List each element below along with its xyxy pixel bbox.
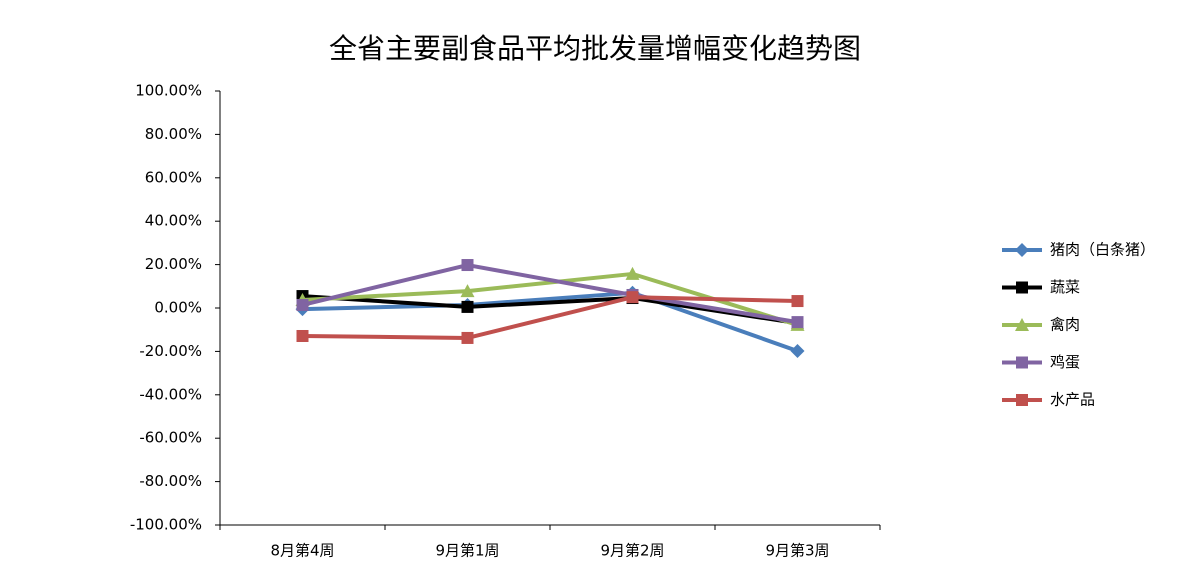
legend-marker: [1016, 356, 1028, 369]
series-line: [302, 294, 798, 326]
chart-title: 全省主要副食品平均批发量增幅变化趋势图: [329, 32, 861, 65]
point-marker: [296, 298, 309, 311]
y-tick-label: 60.00%: [145, 168, 202, 186]
point-marker: [461, 331, 474, 344]
series-line: [302, 290, 799, 353]
legend-marker: [1015, 243, 1029, 257]
series-line: [302, 263, 798, 325]
y-tick-label: -40.00%: [139, 385, 202, 403]
point-marker: [461, 300, 474, 313]
point-marker: [790, 343, 805, 358]
point-marker: [460, 284, 475, 298]
y-tick-label: -60.00%: [139, 429, 202, 447]
legend-label: 禽肉: [1050, 316, 1080, 334]
point-marker: [791, 316, 804, 329]
x-tick-label: 8月第4周: [270, 542, 334, 560]
y-tick-label: 40.00%: [145, 212, 202, 230]
y-tick-label: -100.00%: [130, 516, 202, 534]
point-marker: [625, 266, 640, 280]
legend-label: 蔬菜: [1050, 278, 1080, 296]
legend-label: 猪肉（白条猪）: [1050, 241, 1155, 259]
x-tick-label: 9月第1周: [435, 542, 499, 560]
point-marker: [791, 295, 804, 308]
point-marker: [626, 291, 639, 304]
y-tick-label: -80.00%: [139, 472, 202, 490]
legend-marker: [1015, 318, 1029, 331]
x-tick-label: 9月第2周: [600, 542, 664, 560]
x-tick-label: 9月第3周: [765, 542, 829, 560]
legend-label: 水产品: [1050, 391, 1095, 409]
point-marker: [296, 329, 309, 342]
legend-label: 鸡蛋: [1050, 353, 1080, 371]
point-marker: [461, 259, 474, 272]
y-tick-label: 20.00%: [145, 255, 202, 273]
legend-marker: [1016, 281, 1028, 294]
y-tick-label: -20.00%: [139, 342, 202, 360]
y-tick-label: 100.00%: [135, 82, 202, 100]
y-tick-label: 80.00%: [145, 125, 202, 143]
y-tick-label: 0.00%: [154, 299, 202, 317]
series-line: [302, 295, 798, 340]
legend-marker: [1016, 394, 1028, 406]
